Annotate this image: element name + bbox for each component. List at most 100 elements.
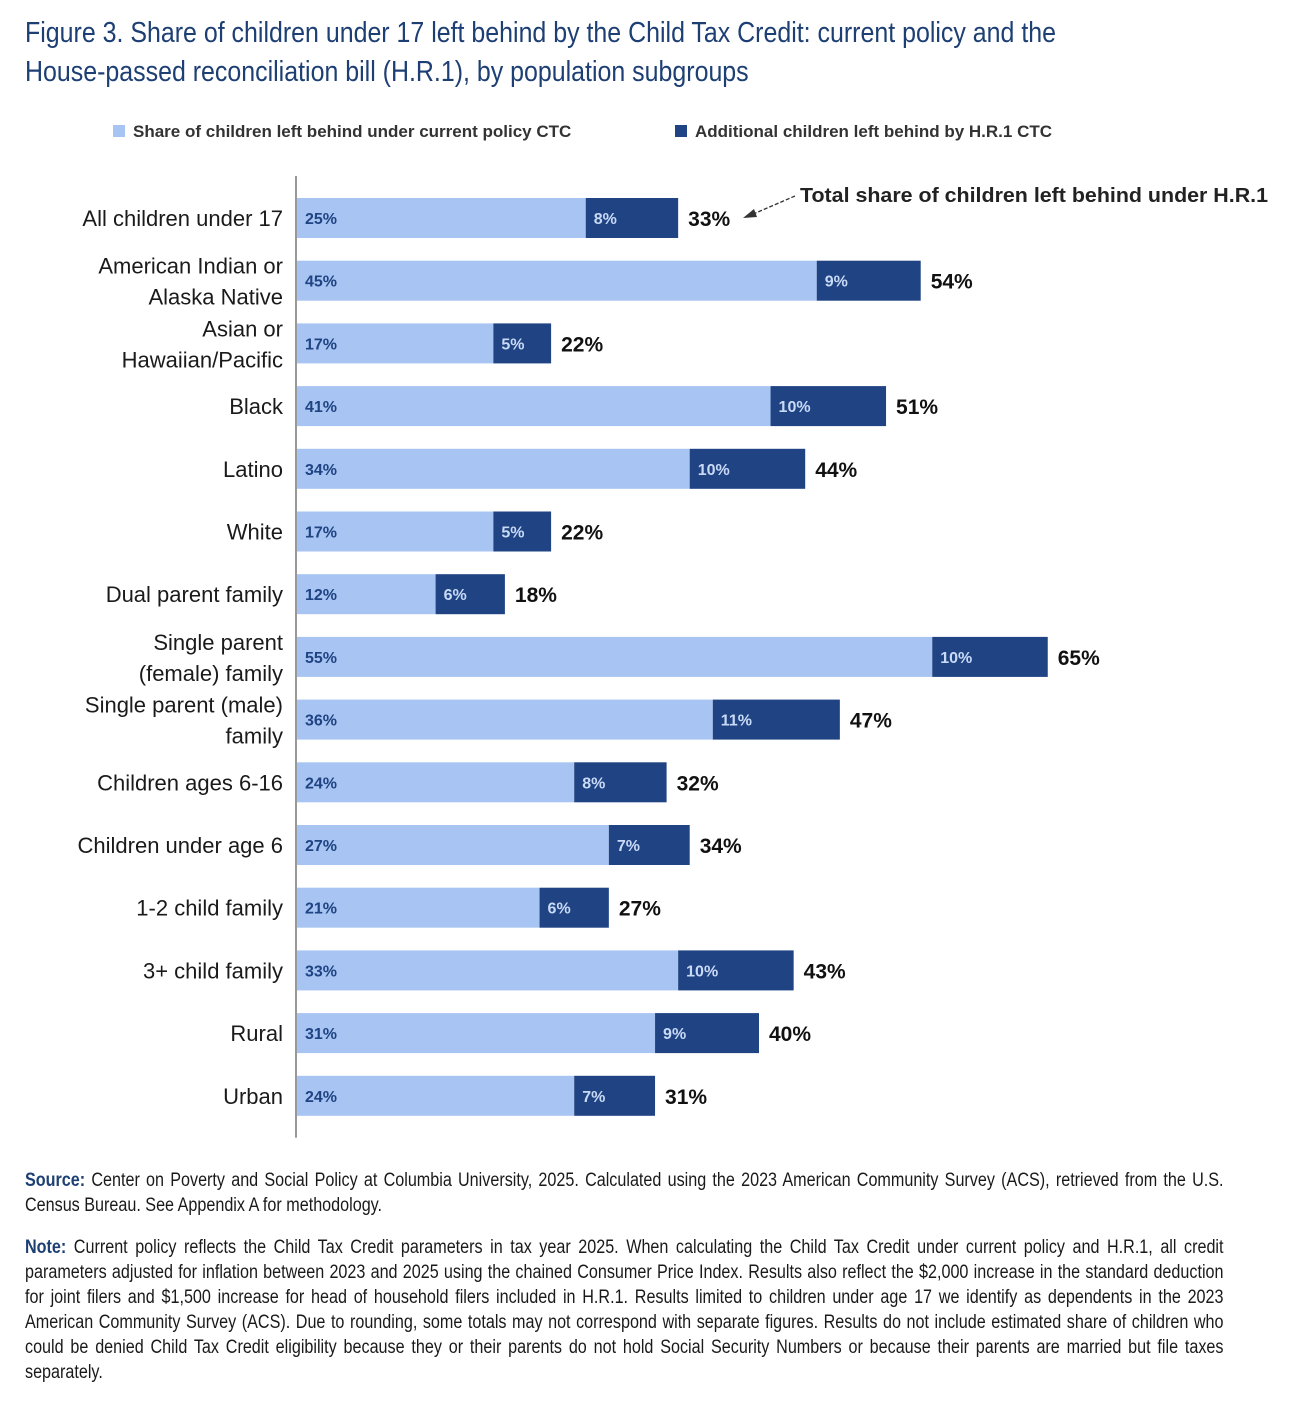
bar-hr1-additional (689, 448, 806, 489)
bar-hr1-additional (539, 887, 609, 928)
category-label: Children ages 6-16 (97, 770, 283, 795)
data-label-hr1-additional: 10% (698, 462, 730, 479)
data-label-total: 27% (619, 898, 661, 921)
data-label-hr1-additional: 7% (582, 1089, 605, 1106)
data-label-total: 40% (769, 1023, 811, 1046)
data-label-current-policy: 25% (305, 211, 337, 228)
bar-current-policy (297, 1075, 575, 1116)
category-label-line: (female) family (139, 661, 283, 686)
bar-hr1-additional (932, 636, 1048, 677)
source-text: Center on Poverty and Social Policy at C… (25, 1170, 1224, 1216)
annotation-arrow-head (743, 209, 757, 218)
methodology-note: Note: Current policy reflects the Child … (25, 1235, 1224, 1385)
bar-current-policy (297, 887, 540, 928)
category-label-line: Single parent (male) (85, 693, 283, 718)
source-note: Source: Center on Poverty and Social Pol… (25, 1168, 1224, 1218)
data-label-current-policy: 24% (305, 775, 337, 792)
data-label-current-policy: 17% (305, 525, 337, 542)
figure-title-line-1: Figure 3. Share of children under 17 lef… (25, 17, 1056, 49)
data-label-current-policy: 27% (305, 838, 337, 855)
bar-hr1-additional (770, 386, 887, 427)
figure-title: Figure 3. Share of children under 17 lef… (25, 14, 1100, 92)
category-label: Black (229, 394, 284, 419)
category-label: Rural (230, 1021, 283, 1046)
data-label-hr1-additional: 10% (940, 650, 972, 667)
data-label-current-policy: 33% (305, 963, 337, 980)
bar-hr1-additional (816, 260, 921, 301)
data-label-hr1-additional: 5% (501, 525, 524, 542)
data-label-total: 44% (815, 459, 857, 482)
data-label-hr1-additional: 9% (663, 1026, 686, 1043)
category-label: Asian or Hawaiian/Pacific (122, 316, 283, 372)
data-label-total: 22% (561, 333, 603, 356)
category-label: Single parent (female) family (139, 630, 283, 686)
bar-hr1-additional (493, 511, 552, 552)
bar-current-policy (297, 448, 690, 489)
data-label-total: 47% (850, 710, 892, 733)
annotation-text: Total share of children left behind unde… (800, 185, 1268, 207)
bar-current-policy (297, 260, 817, 301)
data-label-total: 31% (665, 1086, 707, 1109)
bar-current-policy (297, 511, 494, 552)
data-label-current-policy: 45% (305, 274, 337, 291)
bar-current-policy (297, 1013, 656, 1054)
category-label-line: Hawaiian/Pacific (122, 347, 283, 372)
category-label: All children under 17 (82, 206, 283, 231)
data-label-total: 65% (1058, 647, 1100, 670)
data-label-hr1-additional: 6% (548, 901, 571, 918)
bar-current-policy (297, 950, 679, 991)
annotation-arrow-line (750, 195, 796, 216)
bar-hr1-additional (655, 1013, 759, 1054)
bar-hr1-additional (678, 950, 794, 991)
bar-current-policy (297, 323, 494, 364)
category-label: Dual parent family (106, 582, 283, 607)
category-label: Urban (223, 1084, 283, 1109)
data-label-current-policy: 31% (305, 1026, 337, 1043)
data-label-current-policy: 55% (305, 650, 337, 667)
category-label: 3+ child family (143, 958, 283, 983)
category-label-line: family (226, 724, 283, 749)
legend-swatch-hr1 (675, 125, 687, 137)
bar-current-policy (297, 574, 436, 615)
data-label-hr1-additional: 6% (444, 587, 467, 604)
data-label-total: 18% (515, 584, 557, 607)
data-label-current-policy: 12% (305, 587, 337, 604)
bar-current-policy (297, 825, 609, 865)
category-label: Single parent (male) family (85, 693, 283, 749)
data-label-current-policy: 24% (305, 1089, 337, 1106)
data-label-hr1-additional: 9% (825, 274, 848, 291)
data-label-hr1-additional: 10% (686, 963, 718, 980)
note-label: Note: (25, 1237, 67, 1258)
data-label-current-policy: 36% (305, 713, 337, 730)
data-label-current-policy: 21% (305, 901, 337, 918)
legend-label-current-policy: Share of children left behind under curr… (133, 122, 571, 141)
legend-swatch-current-policy (113, 125, 125, 137)
data-label-hr1-additional: 8% (594, 211, 617, 228)
bar-current-policy (297, 386, 771, 427)
category-label-line: Single parent (153, 630, 283, 655)
bar-hr1-additional (574, 762, 667, 803)
bar-hr1-additional (574, 1075, 656, 1116)
bar-current-policy (297, 198, 586, 238)
category-label-line: American Indian or (98, 254, 283, 279)
data-label-current-policy: 17% (305, 336, 337, 353)
stacked-bar-chart: Share of children left behind under curr… (78, 122, 1268, 1138)
data-label-current-policy: 41% (305, 399, 337, 416)
source-label: Source: (25, 1170, 86, 1191)
bar-hr1-additional (585, 198, 679, 238)
data-label-total: 43% (804, 960, 846, 983)
data-label-total: 54% (931, 271, 973, 294)
category-label: American Indian or Alaska Native (98, 254, 283, 310)
category-label: Children under age 6 (78, 833, 283, 858)
category-label: White (227, 520, 283, 545)
category-label-line: Asian or (202, 316, 283, 341)
category-label: Latino (223, 457, 283, 482)
legend-label-hr1: Additional children left behind by H.R.1… (695, 122, 1052, 141)
data-label-total: 32% (677, 772, 719, 795)
note-text: Current policy reflects the Child Tax Cr… (25, 1237, 1224, 1383)
bar-current-policy (297, 762, 575, 803)
bar-hr1-additional (608, 825, 690, 865)
data-label-current-policy: 34% (305, 462, 337, 479)
bar-hr1-additional (712, 699, 840, 740)
data-label-hr1-additional: 8% (582, 775, 605, 792)
